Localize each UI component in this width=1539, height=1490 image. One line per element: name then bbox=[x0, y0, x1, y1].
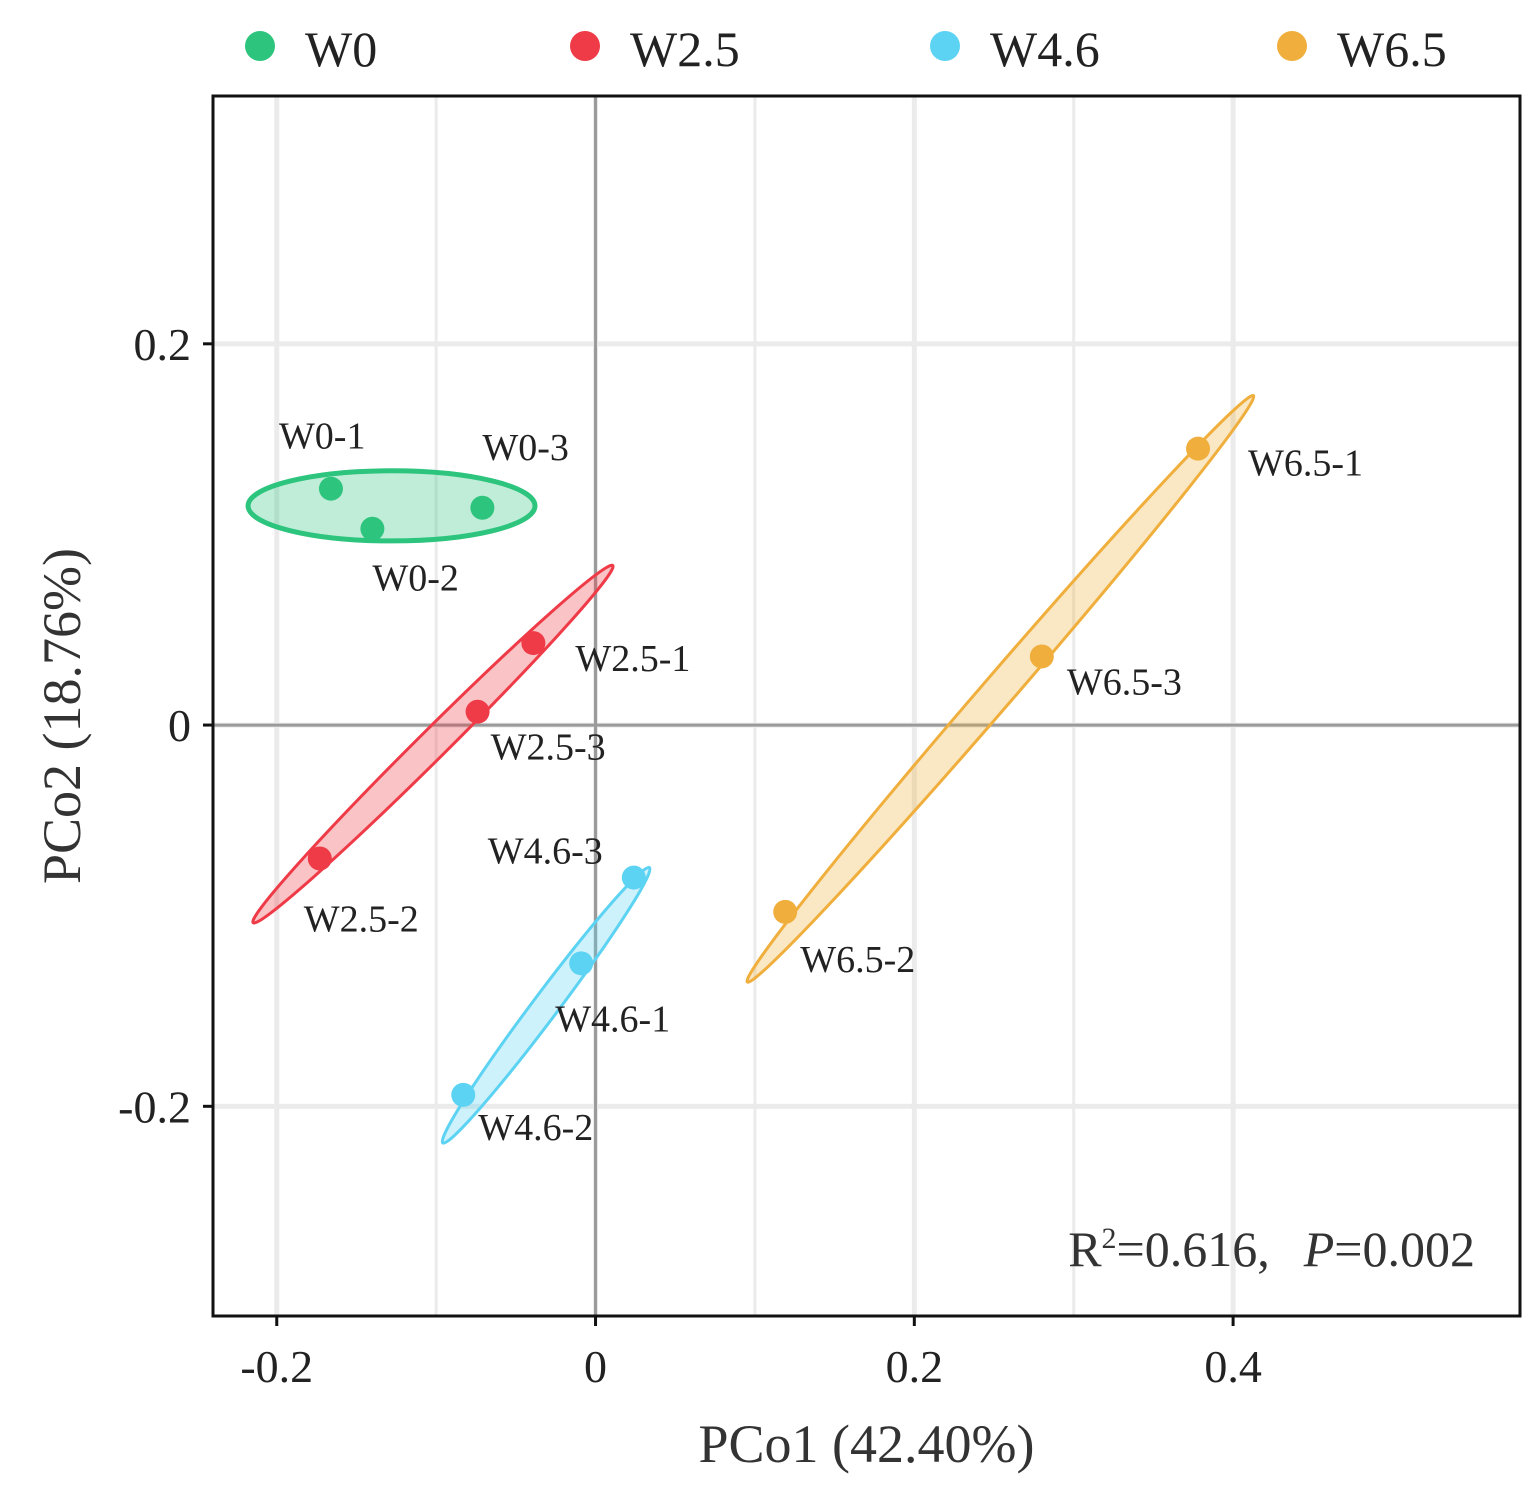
grid bbox=[213, 96, 1520, 1316]
point-label-W2.5-3: W2.5-3 bbox=[491, 727, 606, 769]
point-W4.6-1 bbox=[569, 951, 594, 976]
y-axis-title: PCo2 (18.76%) bbox=[32, 548, 92, 884]
point-W0-3 bbox=[470, 495, 495, 520]
point-W4.6-2 bbox=[451, 1082, 476, 1107]
x-axis-title: PCo1 (42.40%) bbox=[699, 1414, 1035, 1474]
data-points bbox=[307, 436, 1211, 1107]
x-tick-label: 0.2 bbox=[886, 1341, 944, 1392]
point-W2.5-1 bbox=[521, 631, 546, 656]
legend-label-W6.5: W6.5 bbox=[1337, 21, 1447, 77]
x-tick-label: 0.4 bbox=[1204, 1341, 1262, 1392]
point-W6.5-2 bbox=[773, 899, 798, 924]
point-label-W4.6-1: W4.6-1 bbox=[555, 998, 670, 1040]
ellipse-W2.5 bbox=[251, 563, 615, 925]
legend-swatch-W2.5 bbox=[570, 31, 600, 61]
stats-annotation: R2=0.616, P=0.002 bbox=[1068, 1221, 1475, 1277]
point-W6.5-3 bbox=[1029, 644, 1054, 669]
r2-superscript: 2 bbox=[1102, 1222, 1117, 1255]
point-labels: W0-1 W0-2 W0-3 W2.5-1 W2.5-2 W2.5-3 W4.6-1 W4.6… bbox=[279, 416, 1363, 1149]
r2-prefix: R bbox=[1068, 1221, 1102, 1277]
point-label-W4.6-2: W4.6-2 bbox=[478, 1107, 593, 1149]
point-label-W4.6-3: W4.6-3 bbox=[488, 831, 603, 873]
ellipse-W4.6 bbox=[440, 865, 652, 1145]
point-W4.6-3 bbox=[621, 865, 646, 890]
point-W0-1 bbox=[318, 476, 343, 501]
legend-swatch-W6.5 bbox=[1277, 31, 1307, 61]
point-W2.5-2 bbox=[307, 846, 332, 871]
point-label-W0-3: W0-3 bbox=[482, 427, 569, 469]
point-label-W0-2: W0-2 bbox=[372, 558, 459, 600]
plot-frame bbox=[211, 94, 1522, 1318]
x-tick-label: 0 bbox=[584, 1341, 607, 1392]
axis-ticks: -0.2 0 0.2 0.4 0.2 0 -0.2 bbox=[118, 319, 1262, 1392]
point-label-W6.5-1: W6.5-1 bbox=[1248, 443, 1363, 485]
y-tick-label: -0.2 bbox=[118, 1081, 191, 1132]
legend-label-W4.6: W4.6 bbox=[990, 21, 1100, 77]
legend-swatch-W0 bbox=[245, 31, 275, 61]
y-tick-label: 0.2 bbox=[134, 319, 192, 370]
legend-swatch-W4.6 bbox=[930, 31, 960, 61]
point-W2.5-3 bbox=[465, 699, 490, 724]
point-label-W6.5-2: W6.5-2 bbox=[800, 939, 915, 981]
point-label-W0-1: W0-1 bbox=[279, 416, 366, 458]
r2-value: =0.616, bbox=[1117, 1221, 1270, 1277]
point-W0-2 bbox=[360, 516, 385, 541]
ellipse-W6.5 bbox=[745, 393, 1256, 984]
p-value: =0.002 bbox=[1334, 1221, 1475, 1277]
p-label: P bbox=[1303, 1221, 1335, 1277]
point-label-W2.5-2: W2.5-2 bbox=[304, 899, 419, 941]
x-tick-label: -0.2 bbox=[240, 1341, 313, 1392]
point-W6.5-1 bbox=[1186, 436, 1211, 461]
point-label-W2.5-1: W2.5-1 bbox=[575, 638, 690, 680]
point-label-W6.5-3: W6.5-3 bbox=[1067, 661, 1182, 703]
legend-label-W0: W0 bbox=[305, 21, 377, 77]
legend: W0 W2.5 W4.6 W6.5 bbox=[245, 21, 1447, 77]
y-tick-label: 0 bbox=[168, 700, 191, 751]
legend-label-W2.5: W2.5 bbox=[630, 21, 740, 77]
